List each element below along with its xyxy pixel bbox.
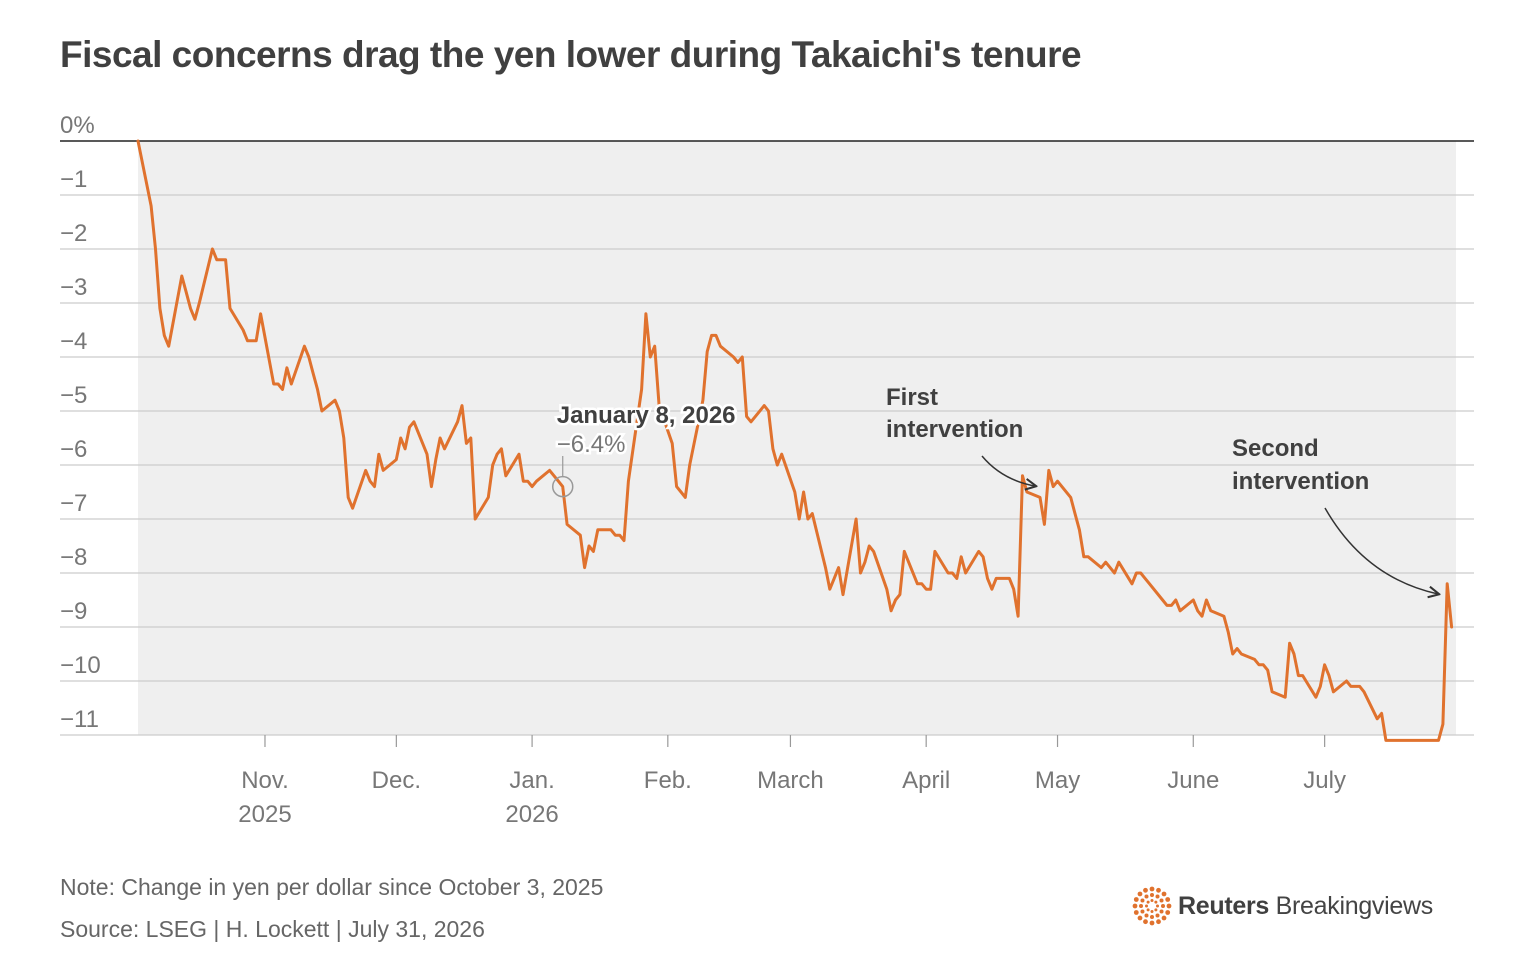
x-tick-label: Nov. [241, 767, 289, 794]
logo-dot [1156, 919, 1161, 925]
logo-dot [1166, 903, 1172, 909]
y-tick-label: −5 [60, 382, 87, 409]
logo-dot [1143, 887, 1148, 893]
y-tick-label: −9 [60, 598, 87, 625]
line-chart: 0% −1 −2 −3 −4 −5 −6 −7 −8 −9 −10 −11 Nov. 2025 Dec. J… [60, 112, 1474, 828]
highlight-point-marker [551, 475, 574, 498]
x-axis-labels: Nov. 2025 Dec. Jan. 2026 Feb. March April May Jun… [238, 767, 1346, 828]
highlight-value-label: −6.4% [557, 431, 626, 458]
logo-dot [1161, 904, 1165, 908]
x-tick-sublabel: 2025 [238, 801, 291, 828]
logo-dot [1165, 897, 1171, 902]
annotations: January 8, 2026−6.4% First intervention Sec… [551, 384, 1438, 594]
logo-dot [1146, 908, 1150, 912]
logo-dot [1145, 904, 1148, 908]
chart-note: Note: Change in yen per dollar since Oct… [60, 874, 604, 900]
logo-brand: Reuters [1178, 891, 1269, 920]
logo-dot [1143, 919, 1148, 925]
logo-dot [1144, 894, 1149, 899]
series-line [136, 139, 1454, 742]
y-tick-label: 0% [60, 112, 95, 139]
chart-source: Source: LSEG | H. Lockett | July 31, 202… [60, 916, 485, 942]
logo-dot [1146, 900, 1150, 904]
logo-dot [1140, 909, 1145, 914]
logo-dot [1155, 913, 1160, 918]
shaded-band [138, 141, 1456, 735]
y-tick-label: −10 [60, 652, 101, 679]
x-tick-label: Dec. [372, 767, 421, 794]
tenure-band [138, 141, 1456, 735]
second-intervention-label: Second intervention [1232, 435, 1369, 495]
second-intervention-arrow [1324, 507, 1438, 594]
x-tick-label: Feb. [644, 767, 692, 794]
logo-dot [1159, 898, 1164, 903]
x-axis-ticks [264, 735, 1326, 747]
reuters-breakingviews-logo[interactable]: Reuters Breakingviews [1132, 886, 1433, 926]
y-tick-label: −7 [60, 490, 87, 517]
logo-dot [1156, 904, 1159, 908]
y-tick-label: −8 [60, 544, 87, 571]
logo-dot [1154, 908, 1158, 912]
x-tick-sublabel: 2026 [505, 801, 558, 828]
logo-dot [1156, 887, 1161, 893]
x-tick-label: Jan. [509, 767, 554, 794]
logo-dot [1161, 891, 1167, 897]
y-tick-label: −11 [60, 706, 99, 733]
chart-title: Fiscal concerns drag the yen lower durin… [60, 34, 1082, 75]
logo-dot [1159, 909, 1164, 914]
logo-dot [1165, 910, 1171, 915]
x-tick-label: June [1167, 767, 1219, 794]
logo-product: Breakingviews [1275, 891, 1434, 920]
logo-dot [1150, 910, 1154, 913]
x-tick-label: July [1303, 767, 1346, 794]
logo-dot [1132, 903, 1138, 909]
logo-dot [1137, 915, 1143, 921]
y-tick-label: −6 [60, 436, 87, 463]
first-intervention-arrow [981, 455, 1035, 486]
y-tick-label: −2 [60, 220, 87, 247]
logo-dot [1154, 900, 1158, 904]
highlight-date-label: January 8, 2026 [557, 402, 736, 429]
logo-dot [1150, 893, 1154, 897]
logo-dot [1133, 910, 1139, 915]
logo-dot [1137, 891, 1143, 897]
logo-dot [1133, 897, 1139, 902]
series-line-group [136, 139, 1454, 742]
first-intervention-label: First intervention [886, 384, 1023, 443]
y-tick-label: −1 [60, 166, 87, 193]
reuters-dot-ring-icon [1132, 886, 1172, 926]
y-axis-labels: 0% −1 −2 −3 −4 −5 −6 −7 −8 −9 −10 −11 [60, 112, 101, 733]
logo-dot [1144, 913, 1149, 918]
x-tick-label: April [902, 767, 950, 794]
logo-dot [1149, 920, 1155, 926]
logo-dot [1150, 899, 1154, 902]
logo-dot [1161, 915, 1167, 921]
logo-dot [1150, 915, 1154, 919]
gridlines [60, 140, 1474, 736]
logo-dot [1139, 904, 1143, 908]
logo-dot [1140, 898, 1145, 903]
y-tick-label: −3 [60, 274, 87, 301]
y-tick-label: −4 [60, 328, 87, 355]
x-tick-label: March [757, 767, 824, 794]
logo-dot [1155, 894, 1160, 899]
logo-dot [1149, 886, 1155, 892]
x-tick-label: May [1035, 767, 1080, 794]
